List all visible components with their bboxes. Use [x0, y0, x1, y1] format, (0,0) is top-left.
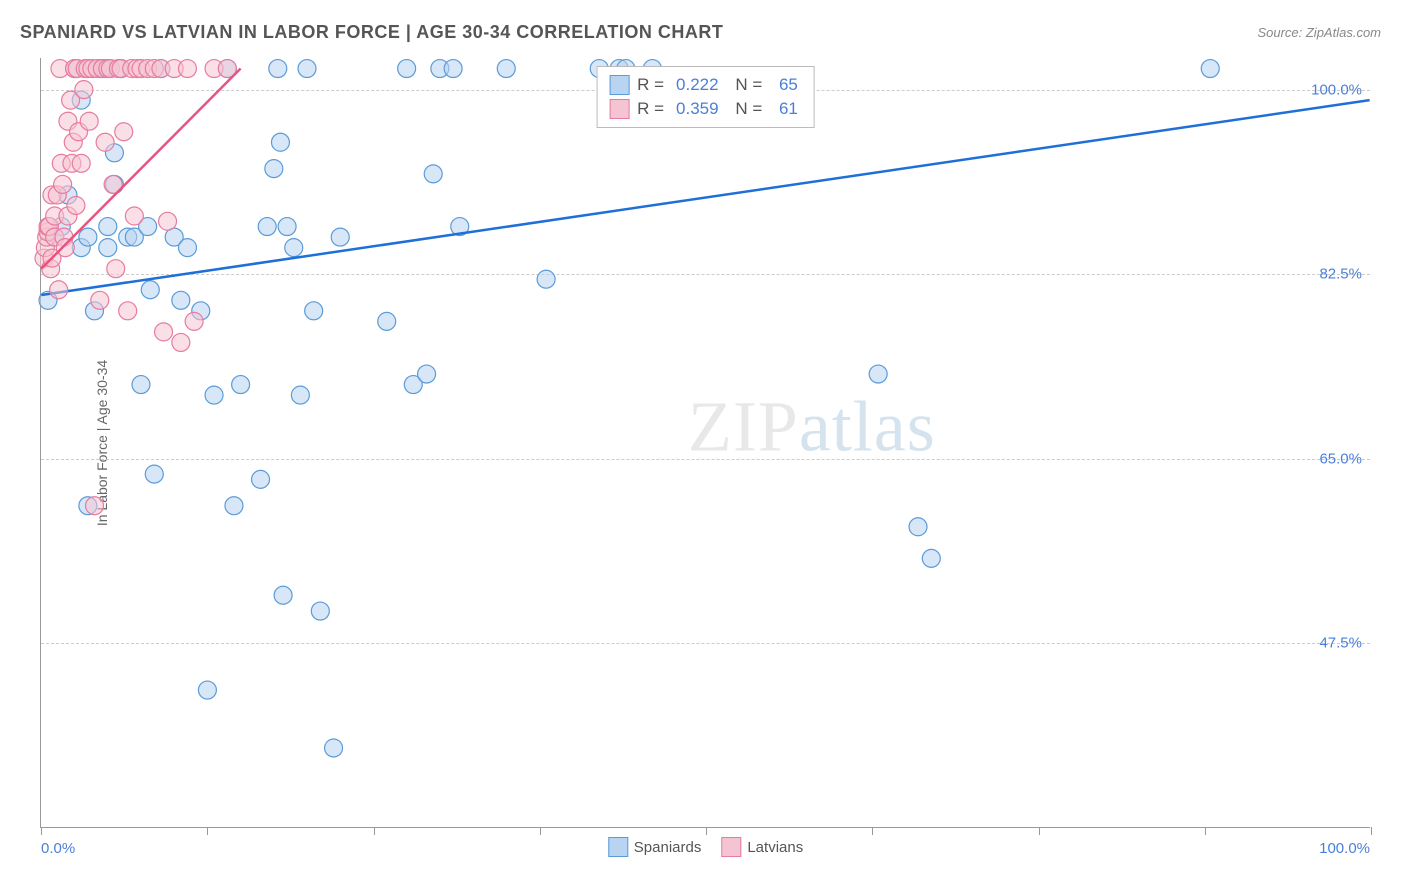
data-point — [79, 228, 97, 246]
data-point — [909, 518, 927, 536]
data-point — [91, 291, 109, 309]
data-point — [444, 60, 462, 78]
data-point — [99, 239, 117, 257]
data-point — [119, 302, 137, 320]
data-point — [398, 60, 416, 78]
data-point — [132, 376, 150, 394]
data-point — [125, 207, 143, 225]
data-point — [271, 133, 289, 151]
data-point — [265, 160, 283, 178]
data-point — [537, 270, 555, 288]
x-tick — [872, 827, 873, 835]
stats-row: R = 0.222 N = 65 — [609, 73, 802, 97]
data-point — [291, 386, 309, 404]
x-tick — [1205, 827, 1206, 835]
stats-n-value: 61 — [774, 99, 798, 119]
data-point — [178, 239, 196, 257]
plot-area: ZIPatlas In Labor Force | Age 30-34 47.5… — [40, 58, 1370, 828]
data-point — [178, 60, 196, 78]
legend-item: Spaniards — [608, 837, 702, 857]
chart-title: SPANIARD VS LATVIAN IN LABOR FORCE | AGE… — [20, 22, 723, 43]
x-axis-end-label: 100.0% — [1319, 840, 1370, 857]
data-point — [424, 165, 442, 183]
series-legend: Spaniards Latvians — [608, 837, 803, 857]
legend-item: Latvians — [721, 837, 803, 857]
data-point — [107, 260, 125, 278]
legend-swatch — [608, 837, 628, 857]
data-point — [274, 586, 292, 604]
data-point — [159, 212, 177, 230]
stats-n-value: 65 — [774, 75, 798, 95]
data-point — [232, 376, 250, 394]
data-point — [86, 497, 104, 515]
data-point — [50, 281, 68, 299]
data-point — [285, 239, 303, 257]
data-point — [75, 81, 93, 99]
data-point — [172, 291, 190, 309]
data-point — [311, 602, 329, 620]
legend-swatch — [721, 837, 741, 857]
data-point — [922, 549, 940, 567]
data-point — [56, 239, 74, 257]
data-point — [497, 60, 515, 78]
x-tick — [1371, 827, 1372, 835]
data-point — [198, 681, 216, 699]
stats-r-value: 0.359 — [676, 99, 719, 119]
data-point — [278, 218, 296, 236]
chart-source: Source: ZipAtlas.com — [1257, 25, 1381, 40]
data-point — [115, 123, 133, 141]
correlation-chart: SPANIARD VS LATVIAN IN LABOR FORCE | AGE… — [0, 0, 1406, 892]
data-point — [155, 323, 173, 341]
data-point — [96, 133, 114, 151]
x-axis-start-label: 0.0% — [41, 840, 75, 857]
data-point — [331, 228, 349, 246]
legend-label: Spaniards — [634, 839, 702, 856]
stats-r-value: 0.222 — [676, 75, 719, 95]
x-tick — [1039, 827, 1040, 835]
data-point — [305, 302, 323, 320]
stats-legend-box: R = 0.222 N = 65 R = 0.359 N = 61 — [596, 66, 815, 128]
data-point — [205, 386, 223, 404]
data-point — [1201, 60, 1219, 78]
x-tick — [41, 827, 42, 835]
data-point — [145, 465, 163, 483]
data-point — [252, 470, 270, 488]
x-tick — [207, 827, 208, 835]
trend-line — [41, 100, 1369, 295]
stats-n-label: N = — [731, 99, 763, 119]
stats-swatch — [609, 99, 629, 119]
x-tick — [540, 827, 541, 835]
data-point — [258, 218, 276, 236]
stats-n-label: N = — [731, 75, 763, 95]
plot-svg — [41, 58, 1370, 827]
x-tick — [374, 827, 375, 835]
stats-r-label: R = — [637, 75, 664, 95]
data-point — [269, 60, 287, 78]
data-point — [72, 154, 90, 172]
data-point — [99, 218, 117, 236]
data-point — [418, 365, 436, 383]
x-tick — [706, 827, 707, 835]
legend-label: Latvians — [747, 839, 803, 856]
stats-swatch — [609, 75, 629, 95]
data-point — [869, 365, 887, 383]
data-point — [80, 112, 98, 130]
data-point — [141, 281, 159, 299]
data-point — [325, 739, 343, 757]
data-point — [67, 196, 85, 214]
data-point — [378, 312, 396, 330]
data-point — [54, 175, 72, 193]
stats-r-label: R = — [637, 99, 664, 119]
data-point — [225, 497, 243, 515]
data-point — [185, 312, 203, 330]
data-point — [172, 333, 190, 351]
data-point — [298, 60, 316, 78]
stats-row: R = 0.359 N = 61 — [609, 97, 802, 121]
